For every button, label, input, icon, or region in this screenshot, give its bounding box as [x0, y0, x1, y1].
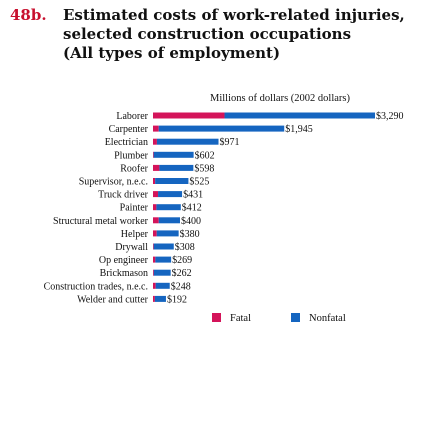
- bar-nonfatal: [154, 295, 166, 302]
- total-label: $262: [172, 268, 192, 279]
- total-label: $602: [195, 150, 215, 161]
- bar-fatal: [153, 204, 157, 211]
- total-label: $192: [167, 294, 187, 305]
- title-line-2: selected construction occupations: [63, 25, 352, 43]
- bar-nonfatal: [159, 164, 194, 171]
- bar-nonfatal: [156, 230, 179, 237]
- total-label: $248: [171, 281, 191, 292]
- title-line-3: (All types of employment): [63, 44, 281, 62]
- category-label: Structural metal worker: [53, 216, 149, 227]
- bar-nonfatal: [153, 269, 171, 276]
- total-label: $3,290: [376, 111, 404, 122]
- total-label: $525: [189, 177, 209, 188]
- bar-nonfatal: [155, 256, 172, 263]
- figure-number: 48b.: [10, 6, 47, 24]
- bar-nonfatal: [156, 204, 181, 211]
- bar-nonfatal: [155, 282, 170, 289]
- total-label: $598: [194, 163, 214, 174]
- bar-fatal: [153, 191, 159, 198]
- bar-fatal: [153, 230, 157, 237]
- legend-label-fatal: Fatal: [230, 313, 251, 324]
- bar-nonfatal: [158, 125, 285, 132]
- unit-label: Millions of dollars (2002 dollars): [210, 93, 350, 104]
- total-label: $1,945: [285, 124, 313, 135]
- total-label: $380: [180, 229, 200, 240]
- total-label: $269: [172, 255, 192, 266]
- legend-swatch-fatal: [212, 313, 221, 322]
- category-label: Drywall: [115, 242, 148, 253]
- bar-fatal: [153, 256, 156, 263]
- category-label: Supervisor, n.e.c.: [79, 177, 148, 188]
- bar-nonfatal: [158, 217, 180, 224]
- bar-fatal: [153, 112, 225, 119]
- bar-fatal: [153, 282, 156, 289]
- total-label: $308: [175, 242, 195, 253]
- bar-nonfatal: [158, 191, 183, 198]
- legend-label-nonfatal: Nonfatal: [309, 313, 346, 324]
- legend-swatch-nonfatal: [291, 313, 300, 322]
- bar-fatal: [153, 269, 154, 276]
- category-label: Brickmason: [100, 268, 148, 279]
- bar-fatal: [153, 243, 154, 250]
- category-label: Plumber: [114, 150, 149, 161]
- category-label: Truck driver: [98, 190, 149, 201]
- bar-fatal: [153, 151, 154, 158]
- bar-fatal: [153, 295, 155, 302]
- bar-nonfatal: [224, 112, 375, 119]
- category-label: Helper: [121, 229, 149, 240]
- category-label: Welder and cutter: [77, 294, 148, 305]
- total-label: $431: [183, 190, 203, 201]
- category-label: Op engineer: [99, 255, 149, 266]
- bar-fatal: [153, 217, 159, 224]
- category-label: Electrician: [105, 137, 148, 148]
- category-label: Laborer: [116, 111, 148, 122]
- category-label: Carpenter: [109, 124, 149, 135]
- total-label: $400: [181, 216, 201, 227]
- category-label: Roofer: [120, 163, 148, 174]
- category-label: Painter: [120, 203, 149, 214]
- bar-fatal: [153, 138, 157, 145]
- bar-nonfatal: [156, 138, 219, 145]
- bar-nonfatal: [153, 151, 194, 158]
- bar-nonfatal: [153, 243, 174, 250]
- category-label: Construction trades, n.e.c.: [44, 281, 148, 292]
- total-label: $412: [182, 203, 202, 214]
- bar-fatal: [153, 125, 159, 132]
- bar-fatal: [153, 178, 156, 184]
- bar-fatal: [153, 164, 160, 171]
- title-line-1: Estimated costs of work-related injuries…: [63, 6, 405, 24]
- bar-nonfatal: [155, 178, 189, 184]
- total-label: $971: [220, 137, 240, 148]
- chart-title: Estimated costs of work-related injuries…: [63, 6, 433, 63]
